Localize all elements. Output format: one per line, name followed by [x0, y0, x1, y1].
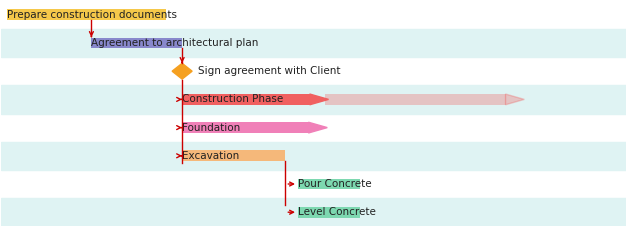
Bar: [1, 85, 626, 114]
FancyBboxPatch shape: [182, 122, 308, 133]
FancyBboxPatch shape: [298, 207, 361, 217]
Bar: [1, 142, 626, 170]
Text: Pour Concrete: Pour Concrete: [298, 179, 371, 189]
Bar: [1, 29, 626, 57]
Polygon shape: [310, 94, 329, 105]
Polygon shape: [172, 63, 192, 79]
FancyBboxPatch shape: [182, 151, 285, 161]
Text: Prepare construction documents: Prepare construction documents: [7, 10, 177, 20]
FancyBboxPatch shape: [7, 10, 167, 20]
Text: Construction Phase: Construction Phase: [182, 94, 283, 104]
Text: Agreement to architectural plan: Agreement to architectural plan: [92, 38, 259, 48]
Text: Level Concrete: Level Concrete: [298, 207, 376, 217]
Text: Sign agreement with Client: Sign agreement with Client: [198, 66, 340, 76]
FancyBboxPatch shape: [325, 94, 505, 105]
Polygon shape: [308, 122, 327, 133]
Polygon shape: [505, 94, 524, 105]
Bar: [1, 198, 626, 226]
Text: Excavation: Excavation: [182, 151, 240, 161]
FancyBboxPatch shape: [92, 38, 182, 48]
FancyBboxPatch shape: [298, 179, 361, 189]
Text: Foundation: Foundation: [182, 123, 240, 133]
FancyBboxPatch shape: [182, 94, 310, 105]
